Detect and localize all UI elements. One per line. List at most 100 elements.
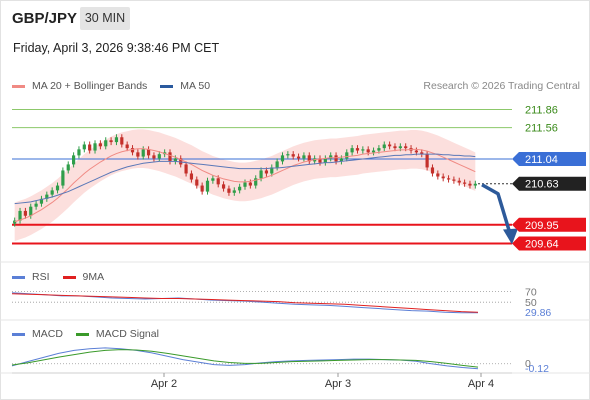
price-label-s1: 209.95 [525, 220, 559, 232]
symbol-title: GBP/JPY [12, 10, 78, 27]
candle-body [430, 167, 435, 174]
candle-body [157, 154, 161, 159]
legend-item-rsi-ma[interactable]: 9MA [62, 271, 105, 283]
macd-line [11, 347, 479, 370]
legend-label-macd-signal: MACD Signal [95, 328, 159, 340]
candle-body [77, 149, 81, 156]
candle-body [88, 144, 92, 151]
candle-body [254, 178, 258, 186]
legend-label-rsi-ma: 9MA [82, 271, 105, 283]
candle-body [50, 190, 54, 195]
candle-body [120, 137, 124, 145]
candle-body [221, 184, 226, 189]
candle-body [216, 178, 220, 185]
macd-value-label: -0.12 [525, 363, 549, 375]
candle-body [61, 170, 65, 186]
candle-body [13, 220, 17, 224]
candle-body [329, 155, 333, 159]
candle-body [82, 144, 86, 150]
candle-body [446, 178, 451, 180]
legend-swatch-rsi [12, 275, 25, 279]
candle-body [361, 149, 365, 151]
candle-body [425, 154, 429, 168]
candle-body [318, 158, 322, 163]
candle-body [334, 155, 338, 162]
legend-label-macd: MACD [32, 328, 63, 340]
legend-swatch-ma20 [12, 84, 25, 88]
macd-signal-line [11, 349, 479, 368]
legend-label-ma50: MA 50 [180, 80, 211, 92]
candle-body [457, 180, 461, 183]
price-label-r2: 211.86 [525, 104, 558, 116]
price-label-s1-bg [512, 217, 586, 232]
candle-body [205, 180, 210, 192]
candle-body [366, 149, 370, 153]
legend-item-rsi[interactable]: RSI [12, 271, 50, 283]
candle-body [152, 155, 156, 159]
candle-body [323, 158, 327, 163]
price-label-s2-bg [512, 236, 586, 251]
candle-body [136, 152, 140, 157]
candle-body [200, 185, 204, 192]
x-tick-label: Apr 3 [325, 378, 351, 390]
candle-body [393, 146, 397, 149]
candle-body [275, 161, 279, 168]
rsi-ma-line [11, 293, 479, 313]
candle-body [34, 203, 38, 207]
candle-body [420, 152, 424, 155]
legend-item-ma20[interactable]: MA 20 + Bollinger Bands [12, 80, 147, 92]
candle-body [125, 144, 129, 149]
candle-body [339, 158, 344, 162]
candle-body [248, 182, 252, 186]
legend-swatch-rsi-ma [62, 275, 76, 279]
price-label-r1: 211.56 [525, 123, 558, 135]
timeframe-badge[interactable]: 30 MIN [80, 7, 130, 30]
rsi-level-label-50: 50 [525, 297, 537, 309]
candle-body [463, 182, 467, 184]
copyright-label: Research © 2026 Trading Central [423, 80, 580, 92]
candle-body [388, 144, 392, 147]
candle-body [114, 137, 119, 143]
datetime-label: Friday, April 3, 2026 9:38:46 PM CET [13, 41, 220, 55]
candle-body [195, 179, 199, 186]
rsi-legend: RSI 9MA [12, 271, 117, 283]
candle-body [29, 206, 33, 216]
candle-body [93, 143, 97, 151]
candle-body [141, 149, 145, 157]
price-label-pivot-bg [512, 151, 586, 166]
candle-body [296, 156, 301, 159]
candle-body [211, 178, 215, 181]
legend-item-ma50[interactable]: MA 50 [160, 80, 210, 92]
ma50-line [14, 153, 476, 205]
legend-item-macd-signal[interactable]: MACD Signal [75, 328, 159, 340]
candle-body [452, 179, 456, 181]
candle-body [18, 210, 22, 221]
x-tick-label: Apr 4 [468, 378, 494, 390]
candle-body [23, 210, 27, 216]
legend-swatch-ma50 [160, 84, 174, 88]
candle-body [264, 170, 269, 174]
legend-swatch-macd-signal [75, 332, 89, 336]
candle-body [350, 148, 354, 153]
ma20-line [14, 148, 476, 223]
candle-body [66, 164, 70, 171]
candle-body [45, 194, 49, 199]
candle-body [270, 167, 274, 174]
candle-body [382, 144, 386, 149]
candle-body [355, 148, 360, 151]
macd-zero-label: 0 [525, 358, 531, 370]
candle-body [109, 140, 113, 143]
legend-item-macd[interactable]: MACD [12, 328, 63, 340]
projection-arrow [481, 183, 512, 235]
candle-body [173, 158, 177, 162]
candle-body [184, 164, 188, 174]
candle-body [441, 176, 445, 179]
rsi-value-label: 29.86 [525, 307, 551, 319]
legend-label-ma20: MA 20 + Bollinger Bands [32, 80, 148, 92]
candle-body [238, 186, 242, 191]
candle-body [436, 173, 440, 177]
candle-body [307, 155, 311, 162]
price-label-last-bg [512, 176, 586, 191]
candle-body [286, 154, 290, 156]
